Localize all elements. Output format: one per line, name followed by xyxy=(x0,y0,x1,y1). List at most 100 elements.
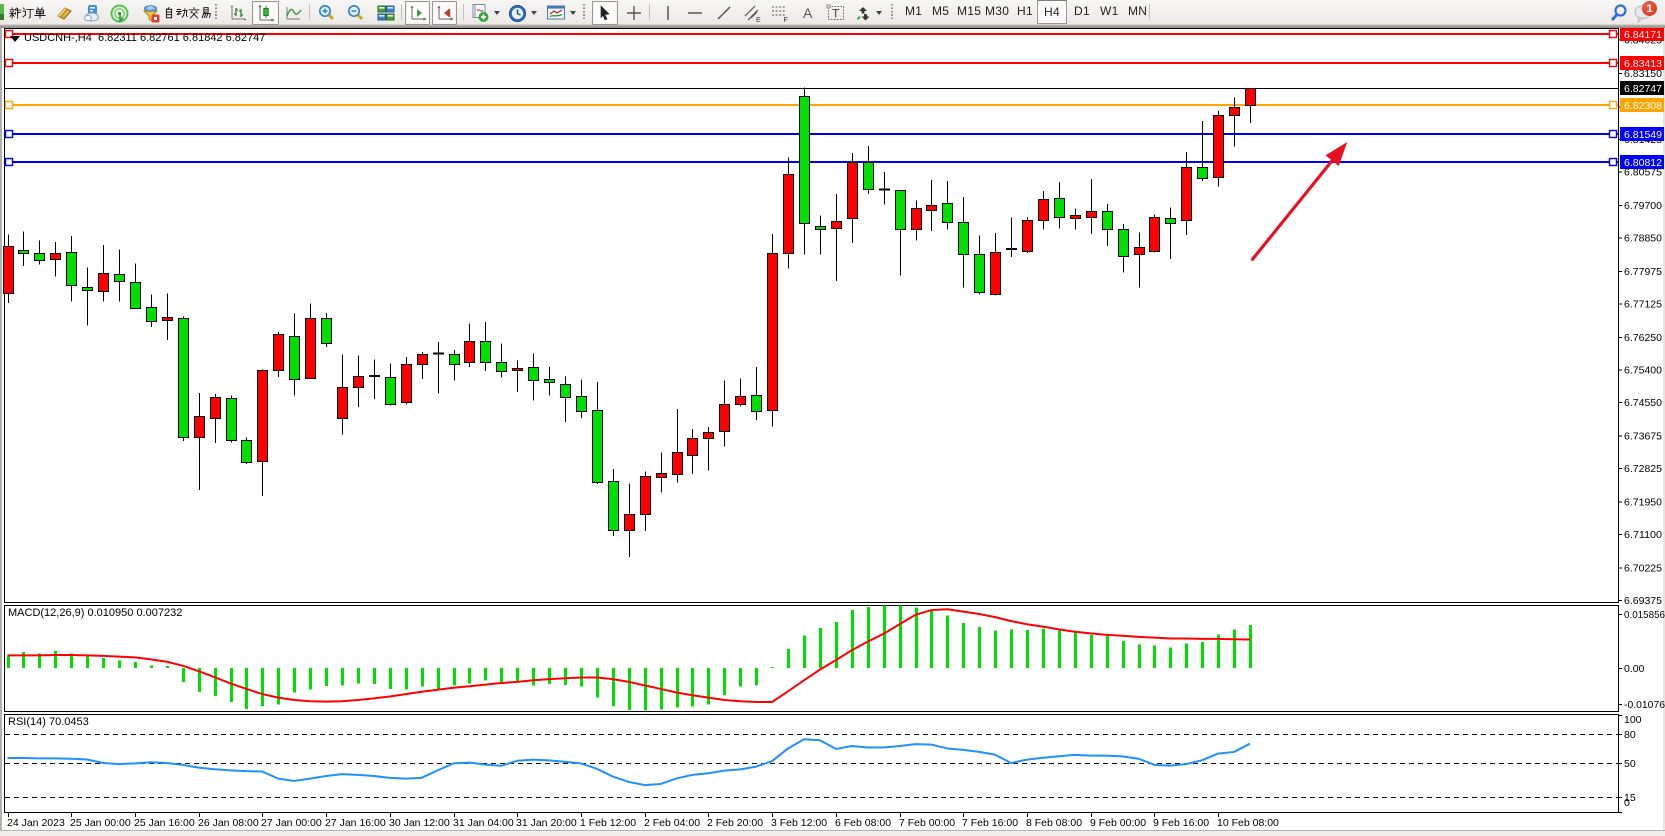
price-tick-label: 6.73675 xyxy=(1624,430,1662,442)
toolbar-edge xyxy=(0,25,1665,28)
macd-value: 0.010950 xyxy=(87,607,134,619)
chart-shift-button[interactable] xyxy=(432,1,457,25)
timeframe-M5[interactable]: M5 xyxy=(932,4,950,18)
candle-body xyxy=(114,274,125,282)
candle-body xyxy=(926,205,937,211)
signals-button[interactable] xyxy=(109,1,130,25)
candle-body xyxy=(1229,107,1240,116)
periods-button[interactable] xyxy=(507,1,538,25)
candle-body xyxy=(672,452,683,475)
candle-body xyxy=(257,370,268,462)
timeframe-M1[interactable]: M1 xyxy=(905,4,923,18)
cursor-button[interactable] xyxy=(592,1,618,25)
price-axis[interactable]: 6.840256.831506.822756.814256.805756.797… xyxy=(1618,35,1662,607)
fibonacci-button[interactable]: F xyxy=(769,1,791,25)
price-tick-label: 6.74550 xyxy=(1624,397,1662,409)
zoom-out-icon xyxy=(346,4,365,23)
candle-body xyxy=(3,246,14,294)
bar-chart-button[interactable] xyxy=(229,1,249,25)
dropdown-arrow-icon[interactable] xyxy=(570,11,576,15)
candle-body xyxy=(1213,115,1224,178)
line-anchor[interactable] xyxy=(4,58,14,68)
line-anchor[interactable] xyxy=(4,29,14,39)
candlestick-chart-button[interactable] xyxy=(252,1,279,25)
time-tick-label: 31 Jan 20:00 xyxy=(516,817,577,829)
candle-body xyxy=(512,368,523,371)
auto-scroll-button[interactable] xyxy=(405,1,430,25)
horizontal-line-button[interactable] xyxy=(685,1,705,25)
zoom-in-icon xyxy=(317,4,336,23)
tile-windows-button[interactable] xyxy=(376,1,396,25)
dropdown-arrow-icon[interactable] xyxy=(531,11,537,15)
market-button[interactable] xyxy=(54,1,75,25)
templates-button[interactable] xyxy=(545,1,577,25)
timeframe-H1[interactable]: H1 xyxy=(1017,4,1033,18)
new-order-button[interactable] xyxy=(6,1,49,25)
price-badge-label: 6.82308 xyxy=(1624,100,1662,112)
candle-body xyxy=(576,396,587,412)
autotrading-button[interactable] xyxy=(138,1,216,25)
line-anchor[interactable] xyxy=(1608,100,1618,110)
trend-arrow-head[interactable] xyxy=(1325,142,1348,167)
line-anchor[interactable] xyxy=(1608,58,1618,68)
line-anchor[interactable] xyxy=(4,157,14,167)
text-label-button[interactable]: T xyxy=(825,1,847,25)
line-anchor[interactable] xyxy=(1608,29,1618,39)
time-tick-label: 27 Jan 00:00 xyxy=(261,817,322,829)
line-anchor[interactable] xyxy=(4,100,14,110)
template-icon xyxy=(546,3,566,23)
vertical-line-button[interactable] xyxy=(658,1,678,25)
candle-body xyxy=(799,96,810,224)
dropdown-arrow-icon[interactable] xyxy=(876,11,882,15)
rsi-tick-label: 15 xyxy=(1624,792,1636,804)
price-badges: 6.84171 6.83413 6.82308 6.81549 6.80812 6.827… xyxy=(1620,27,1664,169)
market-cloud-button[interactable] xyxy=(82,1,103,25)
horizontal-line-6.81549[interactable] xyxy=(4,129,1618,139)
crosshair-button[interactable] xyxy=(624,1,644,25)
chart-symbol-period: USDCNH-,H4 xyxy=(24,32,92,44)
new-order-label xyxy=(9,7,46,19)
channel-icon: E xyxy=(743,3,763,23)
indicators-icon xyxy=(470,3,490,23)
horizontal-line-6.83413[interactable] xyxy=(4,58,1618,68)
rsi-line xyxy=(7,738,1251,787)
text-button[interactable]: A xyxy=(798,1,818,25)
signals-icon xyxy=(110,4,129,23)
notification-badge: 1 xyxy=(1642,1,1657,16)
trendline-button[interactable] xyxy=(714,1,734,25)
candle-body xyxy=(1165,218,1176,224)
horizontal-line-6.82308[interactable] xyxy=(4,100,1618,110)
time-axis[interactable]: 24 Jan 2023 25 Jan 00:00 25 Jan 16:00 26 Ja… xyxy=(7,813,1279,829)
line-chart-button[interactable] xyxy=(284,1,304,25)
timeframe-M15[interactable]: M15 xyxy=(957,4,982,18)
timeframe-W1[interactable]: W1 xyxy=(1100,4,1119,18)
trend-arrow-line[interactable] xyxy=(1250,155,1338,262)
dropdown-arrow-icon[interactable] xyxy=(494,11,500,15)
line-anchor[interactable] xyxy=(4,129,14,139)
arrows-button[interactable] xyxy=(853,1,883,25)
toolbar-grip[interactable] xyxy=(891,4,894,21)
candle-body xyxy=(608,481,619,531)
indicators-button[interactable] xyxy=(469,1,501,25)
zoom-in-button[interactable] xyxy=(316,1,337,25)
timeframe-MN[interactable]: MN xyxy=(1128,4,1148,18)
timeframe-D1[interactable]: D1 xyxy=(1074,4,1090,18)
toolbar-grip[interactable] xyxy=(583,4,586,21)
candle-body xyxy=(624,514,635,531)
chart-dropdown-icon[interactable] xyxy=(10,36,20,42)
time-tick-label: 31 Jan 04:00 xyxy=(453,817,514,829)
line-icon xyxy=(285,4,303,22)
zoom-out-button[interactable] xyxy=(345,1,366,25)
line-anchor[interactable] xyxy=(1608,157,1618,167)
timeframe-H4[interactable]: H4 xyxy=(1037,0,1067,24)
horizontal-line-6.80812[interactable] xyxy=(4,157,1618,167)
candle-body xyxy=(18,250,29,254)
candle-body xyxy=(496,362,507,372)
horizontal-line-6.84171[interactable] xyxy=(4,29,1618,39)
search-button[interactable] xyxy=(1607,1,1631,25)
equidistant-channel-button[interactable]: E xyxy=(742,1,764,25)
timeframe-M30[interactable]: M30 xyxy=(985,4,1010,18)
line-anchor[interactable] xyxy=(1608,129,1618,139)
toolbar-grip[interactable] xyxy=(215,4,218,21)
